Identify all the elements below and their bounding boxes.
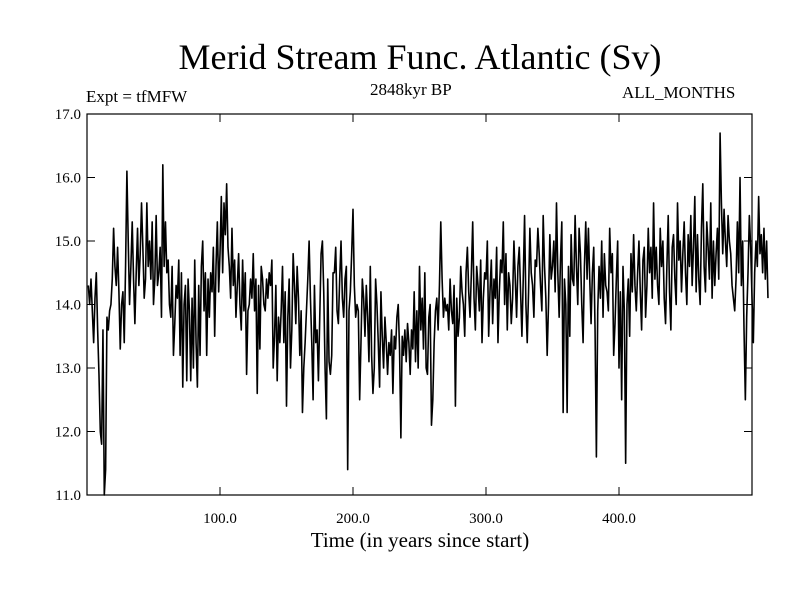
period-label: 2848kyr BP [370, 80, 452, 99]
x-tick-label-300.0: 300.0 [469, 511, 503, 527]
x-tick-label-200.0: 200.0 [336, 511, 370, 527]
chart-title: Merid Stream Func. Atlantic (Sv) [178, 37, 662, 77]
y-tick-label-11.0: 11.0 [55, 488, 81, 504]
y-axis: 11.0 12.0 13.0 14.0 15.0 16.0 17.0 [55, 107, 752, 504]
y-tick-label-14.0: 14.0 [55, 298, 81, 314]
y-tick-label-12.0: 12.0 [55, 425, 81, 441]
y-tick-label-15.0: 15.0 [55, 234, 81, 250]
x-axis: 100.0 200.0 300.0 400.0 [203, 114, 636, 527]
x-axis-label: Time (in years since start) [311, 528, 530, 552]
months-label: ALL_MONTHS [622, 83, 736, 102]
y-tick-label-16.0: 16.0 [55, 171, 81, 187]
experiment-label: Expt = tfMFW [86, 87, 188, 106]
y-tick-label-17.0: 17.0 [55, 107, 81, 123]
series-line [87, 132, 769, 496]
x-tick-label-400.0: 400.0 [602, 511, 636, 527]
x-tick-label-100.0: 100.0 [203, 511, 237, 527]
y-tick-label-13.0: 13.0 [55, 361, 81, 377]
